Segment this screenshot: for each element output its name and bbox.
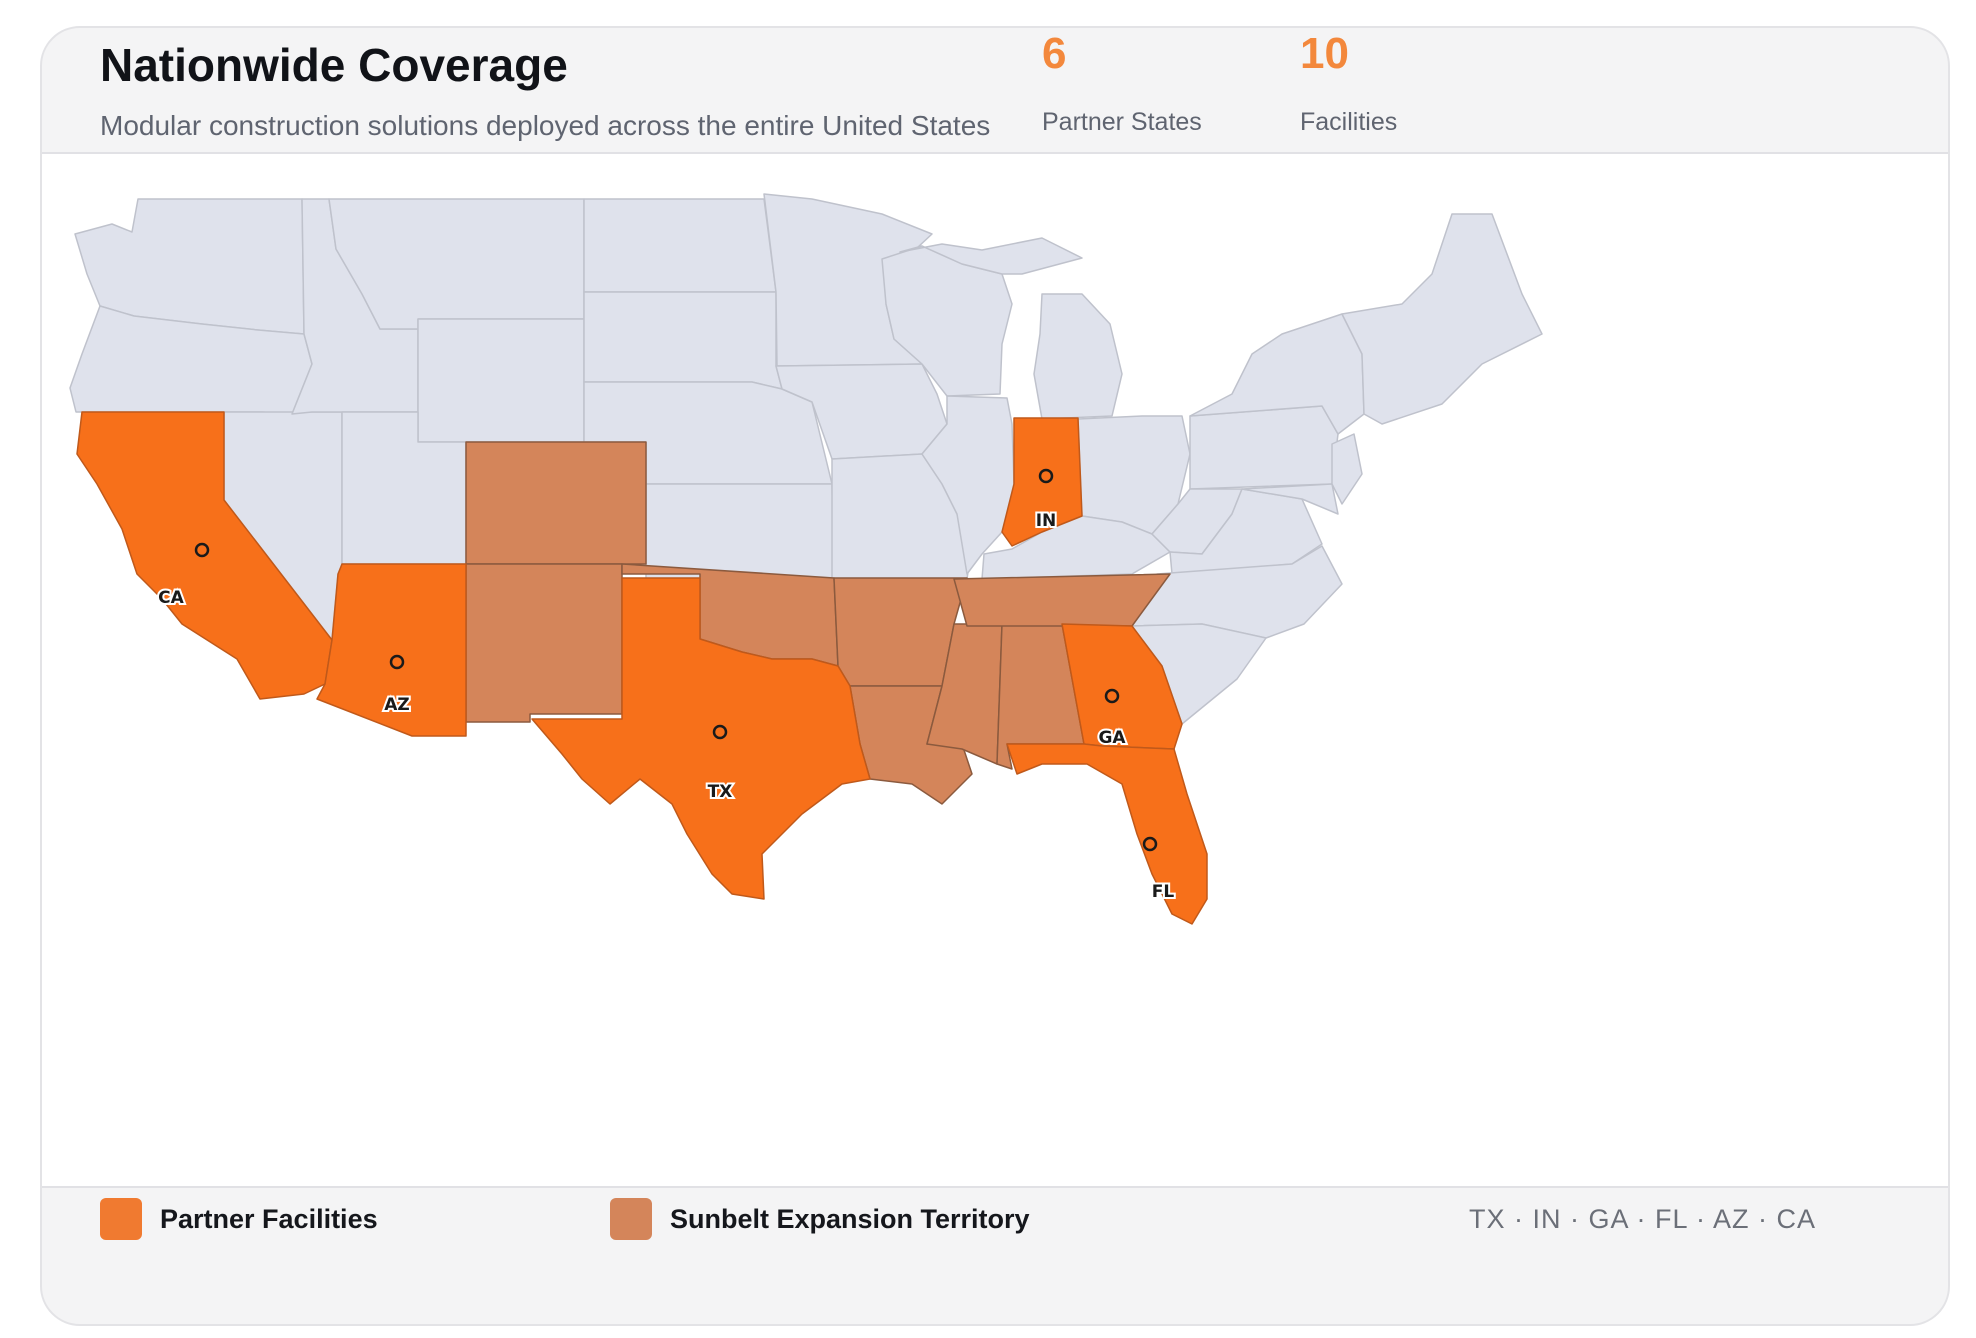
stat-value: 6 <box>1042 29 1067 78</box>
us-map: CA AZ TX IN GA FL <box>69 193 1543 925</box>
state-az[interactable] <box>316 563 467 737</box>
state-label-in: IN <box>1036 511 1057 531</box>
stat-label: Facilities <box>1300 108 1398 136</box>
state-label-fl: FL <box>1152 882 1175 902</box>
legend-expansion: Sunbelt Expansion Territory <box>610 1198 1030 1240</box>
state-mi-upper[interactable] <box>899 237 1083 275</box>
facility-marker-fl[interactable] <box>1142 836 1158 852</box>
state-wy[interactable] <box>417 318 585 443</box>
legend-expansion-swatch <box>610 1198 652 1240</box>
state-pa[interactable] <box>1189 405 1339 490</box>
stat-partner-states: 6 Partner States <box>1042 28 1202 137</box>
coverage-card: Nationwide Coverage Modular construction… <box>40 26 1950 1326</box>
legend-partner: Partner Facilities <box>100 1198 378 1240</box>
state-md[interactable] <box>1241 483 1339 515</box>
state-tx[interactable] <box>531 577 871 900</box>
state-mi[interactable] <box>1033 293 1123 420</box>
stat-facilities: 10 Facilities <box>1300 28 1397 137</box>
state-label-tx: TX <box>708 782 733 802</box>
stat-value: 10 <box>1300 29 1349 78</box>
facility-marker-tx[interactable] <box>712 724 728 740</box>
facility-marker-in[interactable] <box>1038 468 1054 484</box>
state-label-ga: GA <box>1098 728 1126 748</box>
state-tn[interactable] <box>953 573 1171 627</box>
state-nj[interactable] <box>1331 433 1363 505</box>
state-nd[interactable] <box>583 198 777 293</box>
state-label-ca: CA <box>158 588 184 608</box>
facility-marker-ga[interactable] <box>1104 688 1120 704</box>
partner-state-list: TX · IN · GA · FL · AZ · CA <box>1468 1204 1816 1234</box>
state-il[interactable] <box>921 395 1015 575</box>
state-nm[interactable] <box>465 563 623 723</box>
state-sd[interactable] <box>583 291 783 390</box>
facility-marker-ca[interactable] <box>194 542 210 558</box>
state-label-az: AZ <box>384 695 409 715</box>
state-new-england[interactable] <box>1341 213 1543 425</box>
card-header: Nationwide Coverage Modular construction… <box>42 28 1948 152</box>
map-panel: CA AZ TX IN GA FL <box>42 152 1948 1188</box>
legend-expansion-label: Sunbelt Expansion Territory <box>670 1203 1030 1234</box>
page-subtitle: Modular construction solutions deployed … <box>100 110 991 141</box>
state-fl[interactable] <box>1006 743 1208 925</box>
legend-partner-swatch <box>100 1198 142 1240</box>
stat-label: Partner States <box>1042 108 1202 136</box>
state-co[interactable] <box>465 441 647 565</box>
page-title: Nationwide Coverage <box>100 39 568 91</box>
facility-marker-az[interactable] <box>389 654 405 670</box>
legend-partner-label: Partner Facilities <box>160 1203 378 1234</box>
